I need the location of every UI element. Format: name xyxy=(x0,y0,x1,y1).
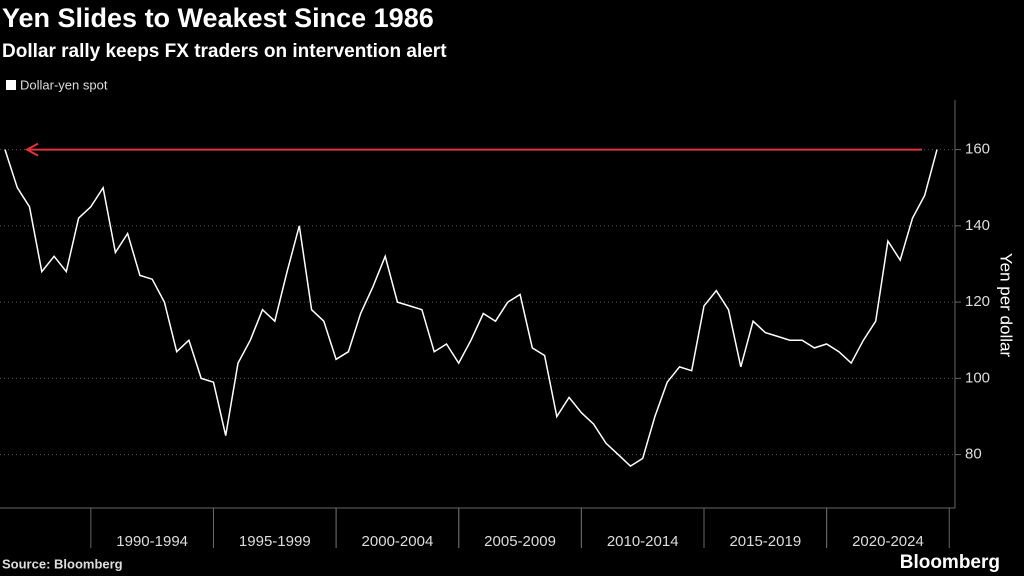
x-tick-label: 1990-1994 xyxy=(116,533,188,550)
x-tick-label: 2000-2004 xyxy=(362,533,434,550)
y-tick-label: 160 xyxy=(965,141,990,158)
y-tick-label: 140 xyxy=(965,217,990,234)
y-tick-label: 100 xyxy=(965,369,990,386)
y-tick-label: 120 xyxy=(965,293,990,310)
x-tick-label: 1995-1999 xyxy=(239,533,311,550)
legend-label: Dollar-yen spot xyxy=(20,77,108,92)
source: Source: Bloomberg xyxy=(2,556,123,571)
series-line xyxy=(4,149,938,468)
legend-swatch xyxy=(6,80,16,90)
chart-title: Yen Slides to Weakest Since 1986 xyxy=(2,3,434,33)
reference-arrow xyxy=(24,142,39,157)
brand: Bloomberg xyxy=(900,552,1000,573)
x-tick-label: 2015-2019 xyxy=(729,533,801,550)
x-tick-label: 2005-2009 xyxy=(484,533,556,550)
x-tick-label: 2010-2014 xyxy=(607,533,679,550)
y-axis-label: Yen per dollar xyxy=(997,253,1016,358)
y-tick-label: 80 xyxy=(965,446,982,463)
x-tick-label: 2020-2024 xyxy=(852,533,924,550)
chart-subtitle: Dollar rally keeps FX traders on interve… xyxy=(2,41,447,62)
